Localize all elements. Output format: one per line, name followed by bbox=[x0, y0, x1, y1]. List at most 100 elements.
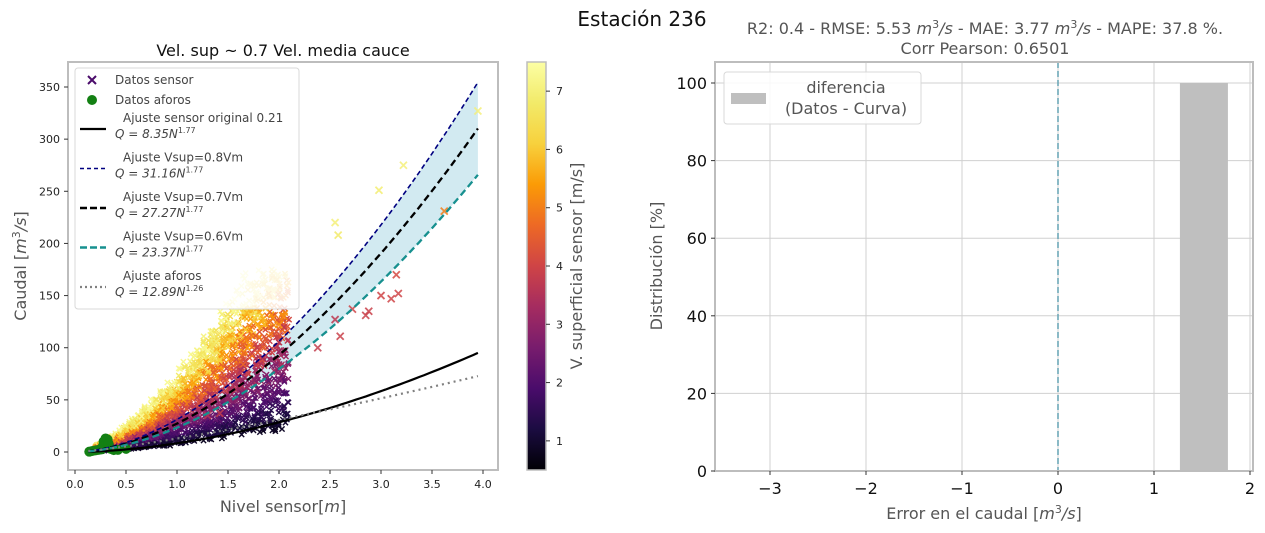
sensor-data-point bbox=[249, 379, 256, 386]
sensor-data-point bbox=[440, 206, 449, 216]
figure-suptitle: Estación 236 bbox=[577, 7, 706, 31]
sensor-data-point bbox=[260, 416, 267, 423]
legend-label: Ajuste sensor original 0.21 bbox=[123, 111, 283, 125]
sensor-data-point bbox=[273, 397, 280, 404]
legend-label: Ajuste Vsup=0.6Vm bbox=[123, 230, 243, 244]
sensor-data-point bbox=[250, 418, 257, 425]
sensor-data-point bbox=[217, 322, 225, 329]
fit-curve-aforos bbox=[88, 375, 479, 453]
sensor-data-point bbox=[212, 373, 220, 380]
sensor-data-point bbox=[230, 366, 237, 373]
sensor-data-point bbox=[175, 384, 182, 391]
sensor-data-point bbox=[251, 394, 258, 401]
sensor-data-point bbox=[271, 375, 278, 382]
sensor-data-point bbox=[227, 320, 234, 327]
sensor-data-point bbox=[255, 410, 262, 417]
sensor-data-point bbox=[266, 416, 273, 423]
sensor-data-point bbox=[245, 341, 253, 348]
sensor-data-point bbox=[244, 384, 251, 391]
left-y-axis-label: Caudal [m3/s] bbox=[10, 211, 30, 320]
sensor-data-point bbox=[252, 362, 259, 369]
right-y-tick-label: 60 bbox=[687, 229, 707, 248]
sensor-data-point bbox=[223, 351, 230, 359]
legend-label: Datos aforos bbox=[115, 93, 191, 107]
sensor-data-point bbox=[218, 311, 226, 318]
sensor-data-point bbox=[240, 361, 247, 368]
legend-label: Ajuste Vsup=0.8Vm bbox=[123, 151, 243, 165]
sensor-data-point bbox=[202, 358, 210, 365]
sensor-data-point bbox=[149, 413, 156, 421]
left-chart: Vel. sup ~ 0.7 Vel. media cauce 0.0 0.5 1.… bbox=[10, 41, 499, 516]
sensor-data-point bbox=[244, 409, 251, 417]
sensor-data-point bbox=[229, 342, 236, 349]
sensor-data-point bbox=[273, 328, 280, 335]
sensor-data-point bbox=[330, 315, 340, 324]
sensor-data-point bbox=[330, 218, 340, 227]
left-y-tick-label: 0 bbox=[53, 446, 60, 459]
sensor-data-point bbox=[224, 311, 231, 318]
sensor-data-point bbox=[190, 374, 197, 381]
sensor-data-point bbox=[147, 396, 154, 403]
legend-label: Ajuste Vsup=0.7Vm bbox=[123, 190, 243, 204]
sensor-data-point bbox=[374, 186, 384, 195]
right-x-tick-label: 0 bbox=[1053, 479, 1063, 498]
colorbar-tick-label: 4 bbox=[556, 260, 563, 273]
sensor-data-point bbox=[122, 422, 129, 429]
sensor-data-point bbox=[221, 382, 229, 390]
sensor-data-point bbox=[277, 376, 284, 383]
sensor-data-point bbox=[175, 372, 182, 379]
sensor-data-point bbox=[228, 408, 236, 415]
sensor-data-point bbox=[209, 327, 216, 335]
sensor-data-point bbox=[175, 391, 182, 398]
sensor-data-point bbox=[268, 407, 275, 414]
right-x-tick-label: 2 bbox=[1245, 479, 1255, 498]
right-legend-swatch bbox=[731, 93, 766, 104]
legend-label: Datos sensor bbox=[115, 73, 194, 87]
legend-formula: Q = 27.27N1.77 bbox=[115, 205, 203, 220]
sensor-data-point bbox=[200, 337, 207, 344]
sensor-data-point bbox=[136, 431, 143, 438]
fit-curve-vsup06 bbox=[88, 174, 479, 453]
sensor-data-point bbox=[274, 401, 282, 409]
sensor-data-point bbox=[225, 412, 233, 419]
sensor-data-point bbox=[192, 386, 200, 393]
sensor-data-point bbox=[207, 328, 214, 335]
sensor-data-point bbox=[232, 420, 239, 427]
sensor-data-point bbox=[168, 390, 175, 397]
sensor-data-point bbox=[274, 320, 284, 329]
sensor-data-point bbox=[265, 377, 272, 385]
sensor-data-point bbox=[392, 270, 401, 279]
sensor-data-point bbox=[205, 367, 212, 374]
sensor-data-point bbox=[284, 337, 291, 345]
fit-curve-original bbox=[88, 351, 479, 453]
sensor-data-point bbox=[197, 419, 204, 426]
sensor-data-point bbox=[233, 356, 240, 363]
sensor-data-point bbox=[141, 408, 148, 415]
sensor-data-point bbox=[150, 424, 157, 432]
sensor-data-point bbox=[376, 291, 386, 300]
sensor-data-point bbox=[253, 372, 260, 379]
sensor-data-point bbox=[245, 395, 252, 402]
sensor-data-point bbox=[175, 407, 182, 414]
sensor-data-point bbox=[258, 408, 265, 415]
sensor-data-point bbox=[216, 356, 224, 363]
sensor-data-point bbox=[206, 390, 213, 397]
sensor-data-point bbox=[249, 317, 258, 326]
sensor-data-point bbox=[117, 431, 124, 438]
sensor-data-point bbox=[282, 390, 289, 397]
legend-formula: Q = 8.35N1.77 bbox=[115, 126, 196, 141]
sensor-data-point bbox=[157, 390, 164, 397]
right-y-tick-label: 100 bbox=[676, 74, 707, 93]
sensor-data-point bbox=[252, 332, 259, 340]
sensor-data-point bbox=[159, 404, 167, 412]
colorbar-tick-label: 3 bbox=[556, 318, 563, 331]
sensor-data-point bbox=[244, 344, 251, 351]
sensor-data-point bbox=[211, 355, 219, 362]
right-x-tick-label: −3 bbox=[758, 479, 782, 498]
sensor-data-point bbox=[238, 423, 245, 430]
sensor-data-point bbox=[214, 331, 222, 338]
left-legend: Datos sensor Datos aforos Ajuste sensor or… bbox=[74, 67, 300, 310]
sensor-data-point bbox=[242, 326, 249, 333]
sensor-data-point bbox=[193, 429, 200, 436]
right-legend-label-line2: (Datos - Curva) bbox=[785, 99, 907, 118]
